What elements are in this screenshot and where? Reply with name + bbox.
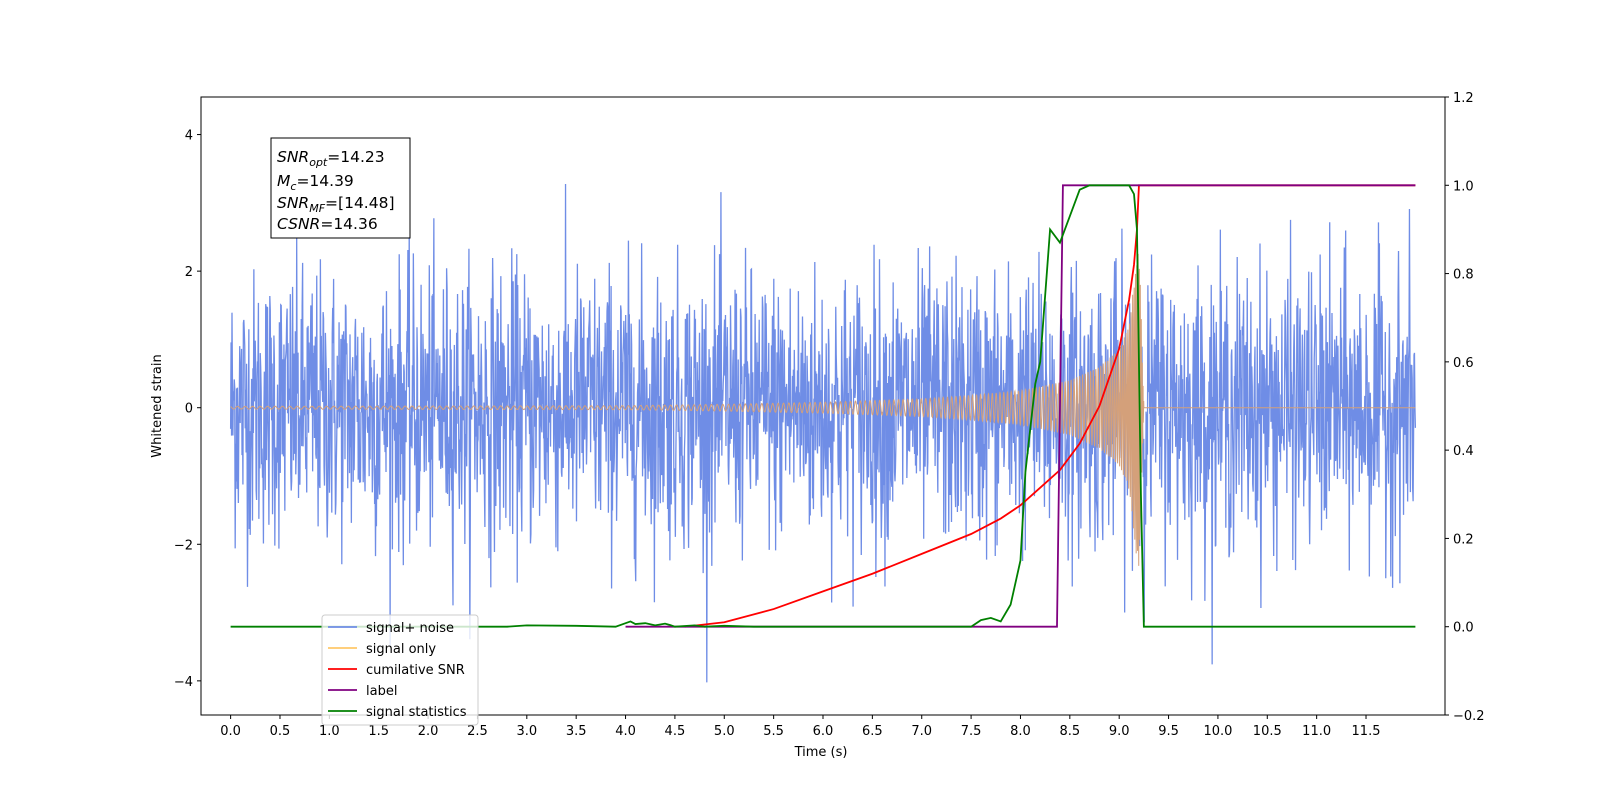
signal-plus-noise-series: [229, 184, 1417, 683]
right-y-tick-label: 1.0: [1453, 179, 1474, 194]
legend-label: signal statistics: [366, 705, 467, 720]
left-y-tick-label: 0: [185, 402, 193, 417]
left-y-axis: −4 −2 0 2 4: [174, 129, 201, 690]
x-tick-label: 8.0: [1010, 724, 1031, 739]
left-y-tick-label: −4: [174, 675, 193, 690]
x-tick-label: 9.0: [1109, 724, 1130, 739]
info-box-frame: [270, 137, 411, 239]
x-tick-label: 1.0: [319, 724, 340, 739]
x-tick-label: 3.5: [566, 724, 587, 739]
left-y-tick-label: 4: [185, 129, 193, 144]
right-y-axis: −0.2 0.0 0.2 0.4 0.6 0.8 1.0 1.2: [1445, 91, 1485, 724]
right-y-tick-label: 0.0: [1453, 621, 1474, 636]
x-tick-label: 5.0: [714, 724, 735, 739]
x-tick-label: 10.0: [1203, 724, 1232, 739]
x-tick-label: 3.0: [516, 724, 537, 739]
cumulative-snr-line: [684, 184, 1416, 628]
x-tick-label: 6.5: [862, 724, 883, 739]
right-y-tick-label: 0.8: [1453, 268, 1474, 283]
info-snr-opt: SNRopt=14.23: [277, 148, 385, 169]
left-y-tick-label: −2: [174, 538, 193, 553]
legend-label: cumilative SNR: [366, 663, 465, 678]
legend-label: signal+ noise: [366, 621, 454, 636]
legend-frame: [321, 614, 479, 726]
x-tick-label: 7.5: [961, 724, 982, 739]
stat-lines-layer: [230, 184, 1416, 628]
x-tick-label: 0.5: [270, 724, 291, 739]
signal-only-line: [230, 253, 1416, 566]
right-y-tick-label: 0.2: [1453, 532, 1474, 547]
x-axis: 0.0 0.5 1.0 1.5 2.0 2.5 3.0 3.5 4.0 4.5 5.0 5.5 6.0 6…: [220, 715, 1380, 739]
x-tick-label: 11.5: [1352, 724, 1381, 739]
y-axis-title: Whitened strain: [150, 354, 165, 457]
right-y-tick-label: 0.4: [1453, 444, 1474, 459]
x-tick-label: 2.0: [418, 724, 439, 739]
x-tick-label: 4.5: [665, 724, 686, 739]
x-tick-label: 1.5: [368, 724, 389, 739]
right-y-tick-label: −0.2: [1453, 709, 1485, 724]
x-tick-label: 0.0: [220, 724, 241, 739]
x-tick-label: 4.0: [615, 724, 636, 739]
x-tick-label: 8.5: [1059, 724, 1080, 739]
info-snr-mf: SNRMF=[14.48]: [277, 194, 395, 215]
x-tick-label: 2.5: [467, 724, 488, 739]
x-axis-title: Time (s): [794, 745, 848, 760]
x-tick-label: 11.0: [1302, 724, 1331, 739]
info-csnr: CSNR=14.36: [277, 215, 378, 233]
left-y-tick-label: 2: [185, 265, 193, 280]
signal-only-series: [230, 253, 1416, 566]
x-tick-label: 6.0: [813, 724, 834, 739]
x-tick-label: 9.5: [1158, 724, 1179, 739]
x-tick-label: 7.0: [911, 724, 932, 739]
signal-plus-noise-line: [229, 184, 1417, 683]
x-tick-label: 10.5: [1253, 724, 1282, 739]
right-y-tick-label: 1.2: [1453, 91, 1474, 106]
legend-label: signal only: [366, 642, 436, 657]
signal-statistics-line: [230, 184, 1416, 628]
right-y-tick-label: 0.6: [1453, 356, 1474, 371]
legend: signal+ noise signal only cumilative SNR la…: [321, 614, 479, 726]
info-box: SNRopt=14.23 Mc=14.39 SNRMF=[14.48] CSNR…: [270, 137, 411, 239]
legend-label: label: [366, 684, 397, 699]
x-tick-label: 5.5: [763, 724, 784, 739]
info-mc: Mc=14.39: [277, 172, 354, 193]
